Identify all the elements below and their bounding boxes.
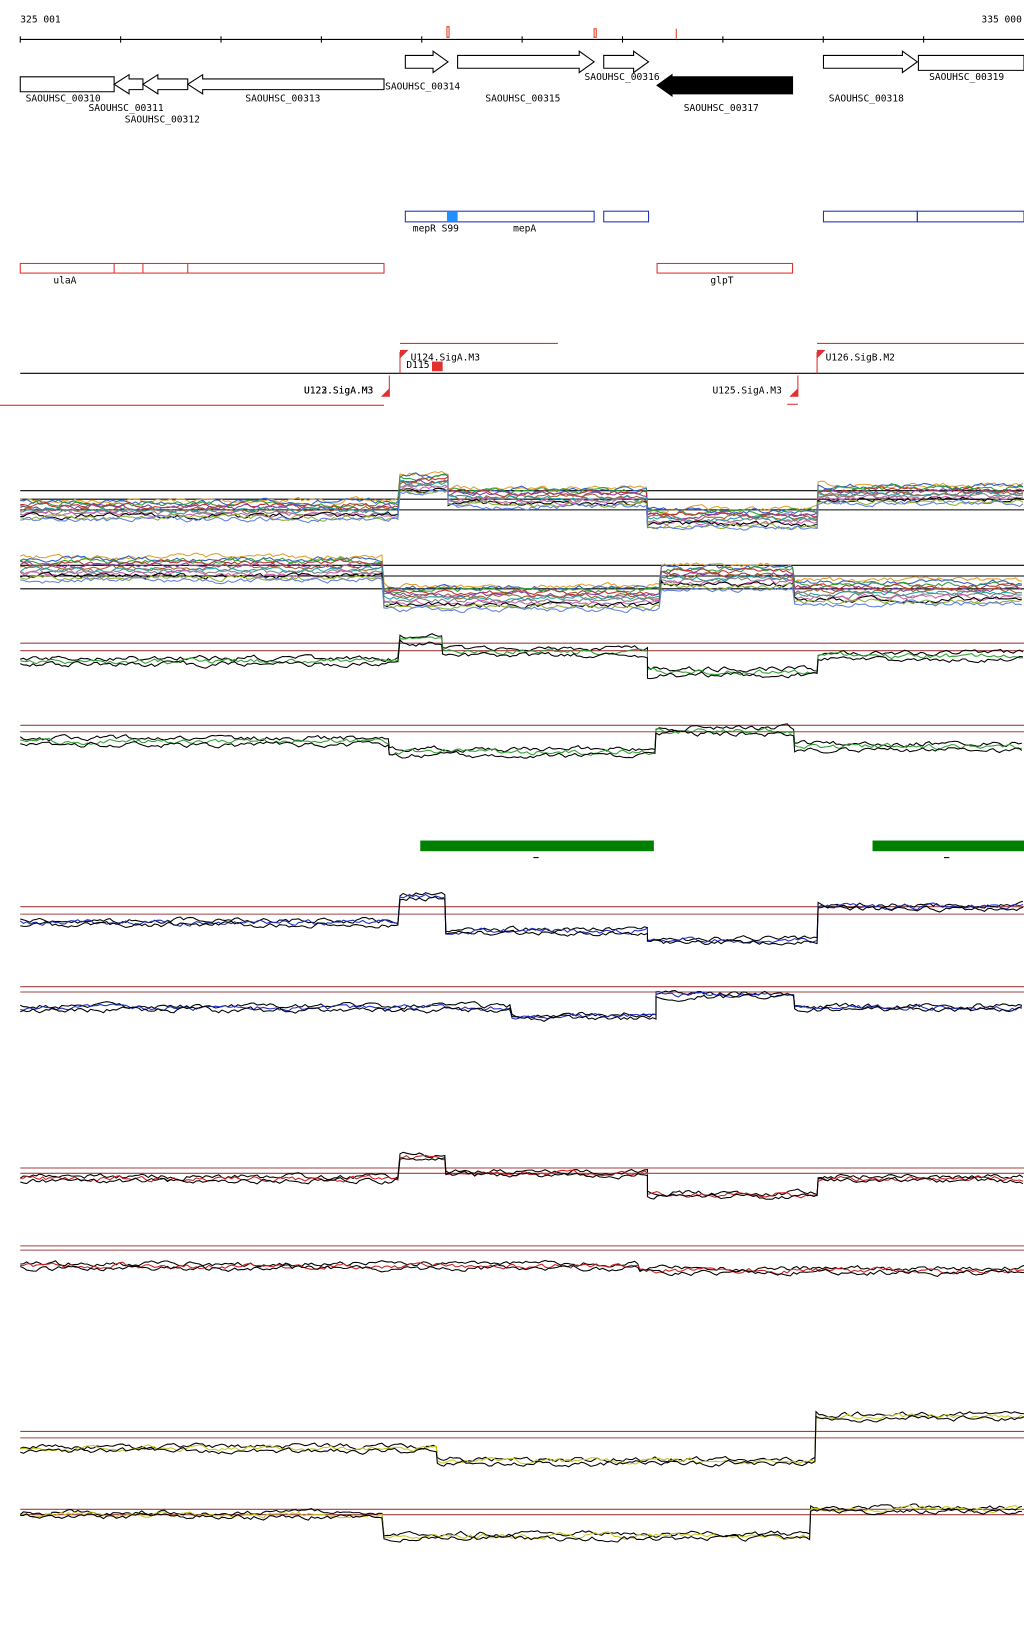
feature-label: S99 <box>442 223 460 234</box>
promoter-label: U124.SigA.M3 <box>411 353 481 364</box>
signal-line <box>20 485 1024 526</box>
gene-label: SAOUHSC_00316 <box>585 72 660 83</box>
gene-label: SAOUHSC_00312 <box>125 115 200 126</box>
gene <box>603 50 650 74</box>
signal-line <box>20 571 1022 609</box>
region-bar <box>872 840 1024 852</box>
gene <box>404 50 449 74</box>
signal-line <box>20 1261 1024 1275</box>
feature-label: mepR <box>413 223 436 234</box>
signal-line <box>20 487 1024 528</box>
feature-label: mepA <box>513 223 536 234</box>
feature-site <box>446 211 458 222</box>
signal-line <box>20 489 1024 531</box>
gene <box>822 50 919 74</box>
signal-line <box>20 1412 1024 1465</box>
gene <box>457 50 596 74</box>
promoter-label: U126.SigB.M2 <box>826 353 895 364</box>
signal-line <box>20 990 1023 1020</box>
gene-label: SAOUHSC_00311 <box>89 103 164 114</box>
gene-label: SAOUHSC_00319 <box>929 72 1004 83</box>
signal-line <box>20 1264 1024 1277</box>
ruler-marks <box>446 26 677 39</box>
gene <box>113 73 144 95</box>
feature-box <box>916 210 1024 223</box>
gene <box>186 73 385 95</box>
signal-line <box>20 1508 1022 1543</box>
gene-label: SAOUHSC_00314 <box>385 82 460 93</box>
signal-line <box>20 558 1022 597</box>
site <box>432 361 443 372</box>
signal-line <box>19 893 1024 944</box>
gene-label: SAOUHSC_00315 <box>485 93 560 104</box>
signal-line <box>20 636 1023 676</box>
feature-box <box>822 210 918 223</box>
signal-line <box>20 989 1023 1019</box>
promoter-label: U122.SigA.M3 <box>304 386 374 397</box>
signal-line <box>20 561 1023 599</box>
ruler-start: 325 001 <box>20 14 61 25</box>
promoter-flag <box>817 349 826 359</box>
signal-line <box>20 1156 1024 1200</box>
ruler-end: 335 000 <box>981 14 1022 25</box>
signal-line <box>19 723 1022 753</box>
signal-line <box>20 564 1022 600</box>
promoter-flag <box>400 349 409 359</box>
region-bar <box>420 840 654 852</box>
gene <box>141 73 189 95</box>
signal-line <box>20 729 1023 759</box>
signal-line <box>20 638 1023 680</box>
signal-line <box>20 1410 1024 1463</box>
signal-line <box>20 727 1022 756</box>
promoter-label: D115 <box>406 360 429 371</box>
promoter-flag <box>380 388 390 397</box>
gene-label: SAOUHSC_00318 <box>829 93 904 104</box>
operon-box <box>19 262 385 274</box>
expression-tracks <box>19 470 1024 1543</box>
signal-line <box>20 1504 1022 1540</box>
gene <box>917 54 1024 71</box>
signal-line <box>20 993 1022 1022</box>
signal-line <box>19 566 1022 603</box>
signal-line <box>20 478 1024 521</box>
gene <box>19 76 115 93</box>
gene-label: SAOUHSC_00317 <box>684 103 759 114</box>
signal-line <box>19 1151 1024 1197</box>
promoter-label: U123.SigA.M3 <box>304 386 374 397</box>
signal-line <box>20 896 1024 946</box>
signal-line <box>20 488 1024 531</box>
gene-label: SAOUHSC_00310 <box>26 93 101 104</box>
operon-label: ulaA <box>53 276 76 287</box>
operon-box <box>656 262 794 274</box>
feature-box <box>404 210 595 223</box>
signal-line <box>19 569 1023 607</box>
feature-box <box>603 210 650 223</box>
promoter-flag <box>789 388 798 397</box>
operon-label: glpT <box>710 276 733 287</box>
signal-line <box>20 1154 1024 1199</box>
signal-line <box>20 1259 1024 1273</box>
gene <box>656 73 794 98</box>
signal-line <box>20 576 1022 614</box>
signal-line <box>20 1415 1024 1468</box>
signal-line <box>20 474 1024 516</box>
signal-line <box>20 483 1024 524</box>
gene-label: SAOUHSC_00313 <box>245 93 320 104</box>
signal-line <box>19 470 1024 514</box>
feature-track: mepR S99 mepA ulaA glpT <box>19 210 1024 287</box>
promoter-label: U125.SigA.M3 <box>713 386 783 397</box>
